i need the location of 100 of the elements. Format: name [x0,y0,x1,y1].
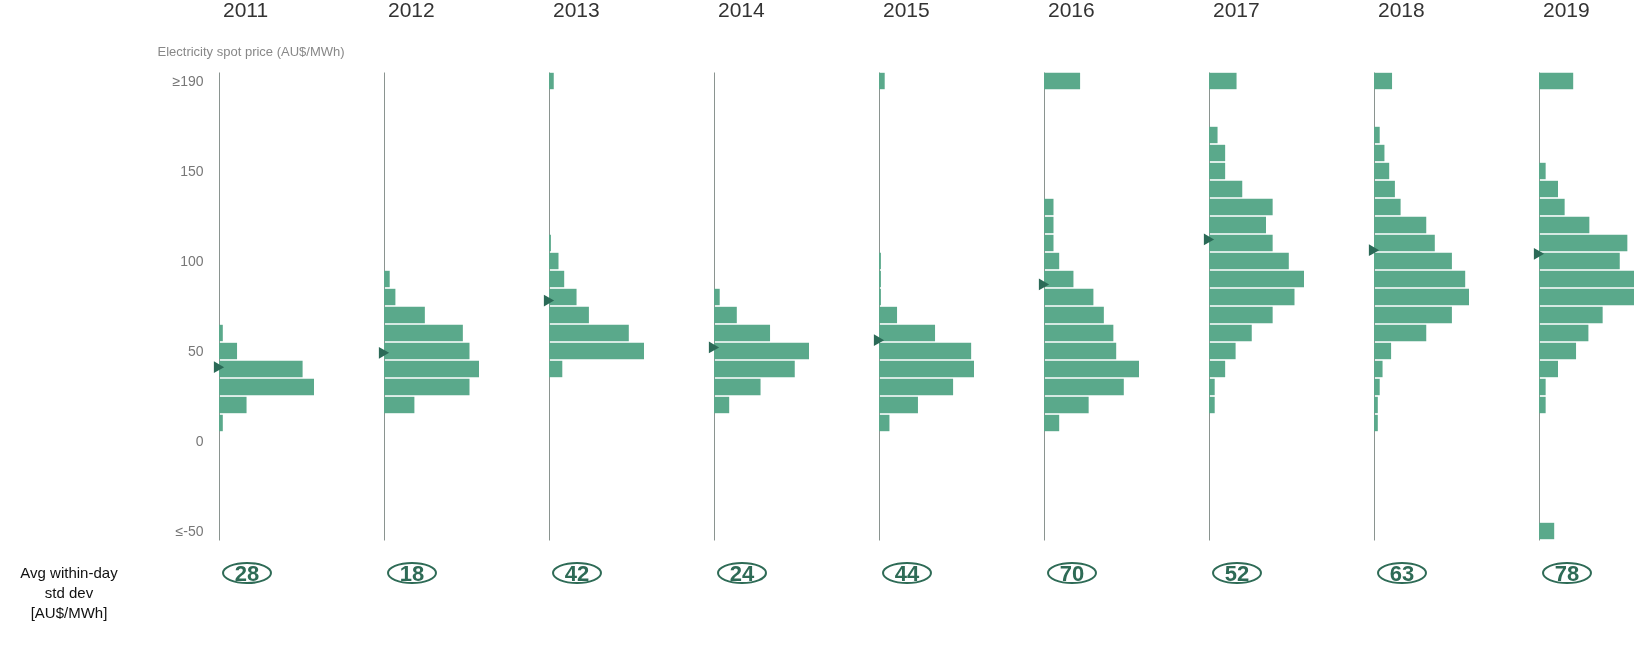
bar [879,414,890,432]
bar [1539,396,1546,414]
bar [1539,216,1590,234]
bar [1209,234,1273,252]
bar [1374,126,1380,144]
chart-title: 2018 [1378,0,1425,21]
bar [714,306,737,324]
text: 28 [234,561,260,586]
bar [1539,72,1574,90]
bar [1209,270,1304,288]
text: 44 [894,561,920,586]
bar [219,414,223,432]
bar [1044,234,1054,252]
bar [1539,306,1603,324]
bar [714,342,809,360]
bar [1539,234,1628,252]
bar [1374,180,1395,198]
bar [549,288,577,306]
bar [1044,270,1074,288]
bar [879,360,974,378]
bar [1374,360,1383,378]
bar [1044,396,1089,414]
bar [1044,216,1054,234]
bar [1539,270,1634,288]
bar [1539,324,1589,342]
bar [1539,342,1577,360]
text: 78 [1554,561,1580,586]
bar [1539,378,1546,396]
bar [549,270,565,288]
bar [549,306,589,324]
bar [1044,378,1124,396]
bar [1209,324,1252,342]
bar [549,72,554,90]
chart-title: 2019 [1543,0,1590,21]
bar [549,252,559,270]
bar [1209,198,1273,216]
bar [714,360,795,378]
bar [1209,216,1266,234]
text: 18 [399,561,425,586]
bar [1374,306,1452,324]
bar [879,72,885,90]
bar [1374,396,1378,414]
bar [1044,252,1060,270]
bar [219,378,314,396]
y-tick-label: ≤-50 [175,522,204,539]
bar [714,378,761,396]
chart-title: 2015 [883,0,930,21]
bar [1374,234,1435,252]
bar [219,342,238,360]
bar [384,324,463,342]
bar [1374,198,1401,216]
bar [1209,288,1295,306]
bar [714,396,730,414]
bar [1209,180,1243,198]
chart-title: 2017 [1213,0,1260,21]
bar [1209,342,1236,360]
bar [1374,72,1393,90]
bar [879,378,954,396]
bar [714,324,771,342]
chart-title: 2014 [718,0,766,21]
bar [219,324,223,342]
bar [1374,342,1392,360]
text: 63 [1389,561,1415,586]
y-tick-label: ≥190 [172,72,204,89]
bar [1374,414,1378,432]
text: 24 [729,561,755,586]
bar [1374,252,1452,270]
bar [1044,72,1081,90]
bar [1374,270,1466,288]
bar [1539,360,1558,378]
bar [1044,360,1139,378]
bar [1044,324,1114,342]
y-tick-label: 100 [180,252,204,269]
text: 52 [1224,561,1250,586]
bar [1374,324,1427,342]
bar [1374,288,1469,306]
bar [1539,180,1558,198]
bar [1374,144,1385,162]
bar [549,324,629,342]
bar [1539,522,1555,540]
bar [1374,162,1390,180]
chart-title: 2013 [553,0,600,21]
bar [1209,306,1273,324]
bar [1539,162,1546,180]
bar [1539,252,1620,270]
bar [1044,342,1117,360]
bar [879,306,898,324]
bar [1539,288,1634,306]
bar [219,396,247,414]
bar [879,396,918,414]
bar [549,342,644,360]
bar [1209,360,1226,378]
bar [1374,378,1380,396]
bar [1539,198,1565,216]
bar [1209,252,1289,270]
text: Avg within-day std dev [AU$/MWh] [20,564,119,621]
bar [384,306,425,324]
bar [384,360,479,378]
bar [879,324,936,342]
bar [1209,72,1237,90]
